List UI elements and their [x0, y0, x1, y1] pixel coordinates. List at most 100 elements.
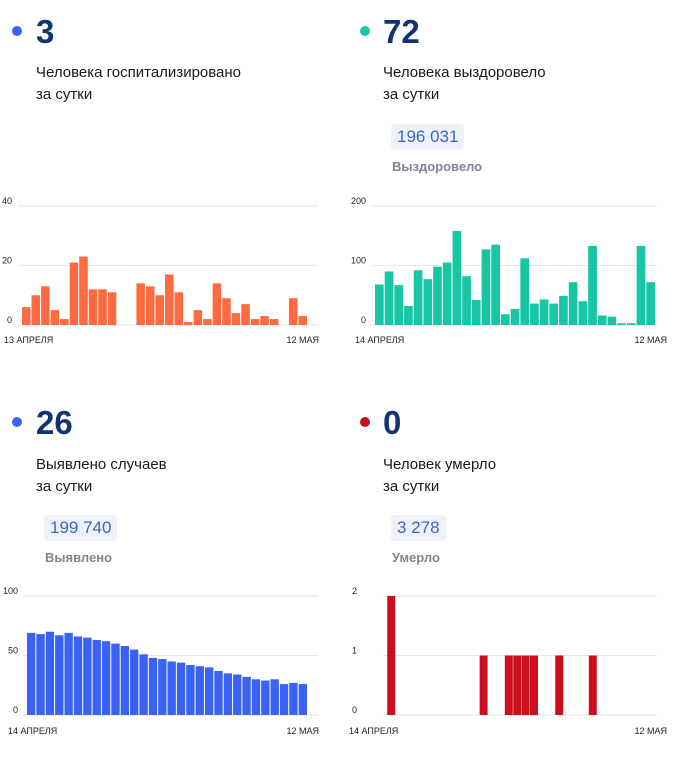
hosp-bar: [79, 256, 88, 325]
hosp-chart: 0 20 40: [2, 196, 318, 326]
hosp-bar: [288, 298, 298, 325]
deaths-date-start: 14 АПРЕЛЯ: [349, 726, 399, 736]
recovered-bar: [481, 249, 491, 325]
recovered-desc-line1: Человека выздоровело: [383, 64, 546, 81]
recovered-chart: 0 100 200: [351, 196, 657, 326]
recovered-bar: [452, 230, 462, 325]
cases-bar: [148, 657, 158, 715]
cases-bar: [120, 645, 130, 715]
cases-bar: [27, 632, 36, 715]
hosp-bar: [222, 298, 231, 325]
recovered-bar: [471, 300, 481, 325]
hosp-dot-icon: [12, 26, 22, 36]
hosp-bar: [203, 319, 212, 325]
cases-bar: [158, 659, 167, 715]
recovered-bar: [568, 282, 578, 325]
recovered-bar: [375, 284, 384, 325]
hosp-bar: [241, 304, 250, 325]
recovered-date-end: 12 МАЯ: [634, 335, 667, 345]
deaths-desc-line1: Человек умерло: [383, 456, 497, 473]
cases-date-start: 14 АПРЕЛЯ: [8, 726, 58, 736]
cases-bar: [270, 679, 279, 715]
y-tick-label: 0: [352, 705, 357, 715]
recovered-bar: [433, 266, 442, 325]
cases-bar: [167, 661, 176, 715]
panel-cases: 26 Выявлено случаев за сутки 199 740 Выя…: [0, 390, 338, 772]
hosp-bar: [260, 316, 269, 325]
deaths-total: 3 278: [391, 515, 446, 541]
cases-desc-line1: Выявлено случаев: [36, 456, 167, 473]
recovered-bar: [442, 262, 452, 325]
cases-bar: [73, 636, 83, 715]
cases-bar: [195, 666, 204, 715]
y-tick-label: 100: [351, 256, 366, 266]
hosp-bar: [136, 283, 145, 325]
recovered-bar: [404, 305, 413, 325]
cases-bar: [139, 654, 148, 715]
y-tick-label: 40: [2, 196, 12, 206]
recovered-bar: [510, 308, 520, 325]
hosp-bar: [60, 319, 69, 325]
hosp-desc-line1: Человека госпитализировано: [36, 64, 242, 81]
deaths-date-end: 12 МАЯ: [634, 726, 667, 736]
recovered-dot-icon: [360, 26, 370, 36]
cases-bar: [36, 634, 45, 715]
cases-bar: [130, 649, 139, 715]
hosp-bar: [88, 289, 98, 325]
hosp-bar: [41, 286, 50, 325]
deaths-dot-icon: [360, 417, 370, 427]
deaths-bar: [479, 655, 488, 715]
y-tick-label: 2: [352, 586, 357, 596]
deaths-bar: [530, 655, 538, 715]
hosp-date-end: 12 МАЯ: [286, 335, 319, 345]
deaths-bar: [521, 655, 530, 715]
cases-bar: [176, 662, 186, 715]
recovered-bar: [559, 295, 568, 325]
deaths-desc-line2: за сутки: [383, 478, 440, 495]
cases-dot-icon: [12, 417, 22, 427]
hosp-bar: [155, 295, 164, 325]
cases-date-end: 12 МАЯ: [286, 726, 319, 736]
y-tick-label: 0: [7, 315, 12, 325]
deaths-bar: [387, 596, 396, 715]
recovered-bar: [530, 303, 539, 325]
recovered-bar: [413, 270, 423, 325]
recovered-bar: [636, 245, 646, 325]
cases-bar: [111, 643, 120, 715]
cases-total: 199 740: [44, 515, 118, 541]
hosp-bar: [50, 310, 60, 326]
cases-bar: [279, 684, 289, 715]
recovered-bar: [646, 282, 655, 325]
y-tick-label: 0: [361, 315, 366, 325]
cases-bar: [214, 670, 223, 715]
recovered-bar: [597, 315, 607, 325]
panel-deaths: 0 Человек умерло за сутки 3 278 Умерло 0…: [339, 390, 677, 772]
panel-hospitalized: 3 Человека госпитализировано за сутки 0 2…: [0, 0, 338, 382]
cases-chart: 0 50 100: [3, 586, 318, 716]
panel-recovered: 72 Человека выздоровело за сутки 196 031…: [339, 0, 677, 382]
hosp-date-start: 13 АПРЕЛЯ: [4, 335, 54, 345]
recovered-bar: [500, 314, 510, 325]
recovered-description: Человека выздоровело за сутки: [383, 62, 546, 106]
recovered-bar: [588, 245, 597, 325]
y-tick-label: 0: [13, 705, 18, 715]
cases-bar: [55, 635, 64, 715]
cases-bar: [298, 684, 307, 715]
hosp-bar: [184, 322, 193, 325]
recovered-bar: [423, 279, 433, 325]
cases-value: 26: [36, 404, 73, 441]
y-tick-label: 1: [352, 646, 357, 656]
hosp-bar: [174, 292, 184, 325]
recovered-bar: [549, 303, 559, 325]
cases-description: Выявлено случаев за сутки: [36, 454, 167, 498]
recovered-total-label: Выздоровело: [392, 159, 483, 174]
cases-bar: [233, 674, 242, 715]
hosp-bar: [250, 319, 260, 325]
cases-bar: [251, 679, 261, 715]
cases-bar: [101, 641, 111, 715]
cases-desc-line2: за сутки: [36, 478, 93, 495]
y-tick-label: 20: [2, 256, 12, 266]
deaths-description: Человек умерло за сутки: [383, 454, 496, 498]
hosp-description: Человека госпитализировано за сутки: [36, 62, 241, 106]
hosp-bar: [269, 319, 279, 325]
